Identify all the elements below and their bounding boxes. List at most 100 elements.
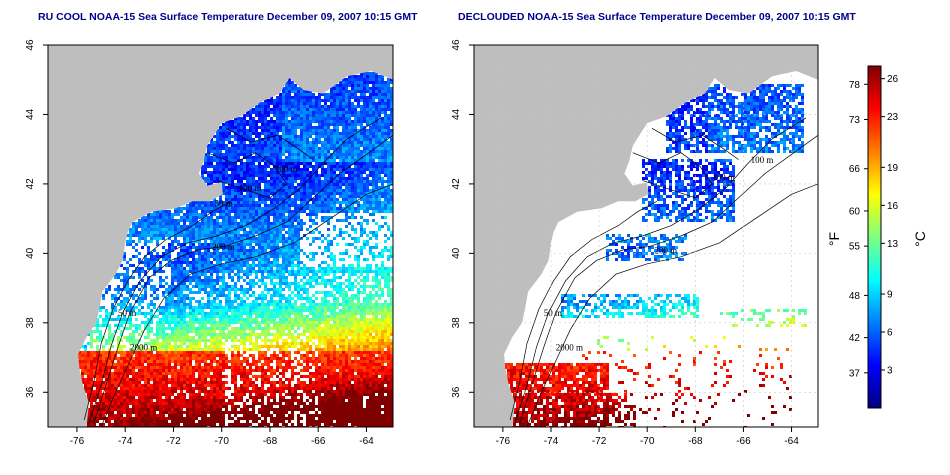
sst-pixel — [162, 252, 165, 255]
sst-pixel — [156, 255, 159, 258]
sst-pixel — [258, 159, 261, 162]
sst-pixel — [291, 114, 294, 117]
sst-pixel — [327, 144, 330, 147]
sst-pixel — [159, 255, 162, 258]
sst-pixel — [240, 180, 243, 183]
sst-pixel — [339, 162, 342, 165]
sst-pixel — [324, 102, 327, 105]
sst-pixel — [327, 198, 330, 201]
sst-pixel — [183, 318, 186, 321]
sst-pixel — [312, 198, 315, 201]
sst-pixel — [198, 267, 201, 270]
sst-pixel — [228, 153, 231, 156]
sst-pixel — [249, 144, 252, 147]
sst-pixel — [381, 120, 384, 123]
sst-pixel — [267, 144, 270, 147]
sst-pixel — [279, 192, 282, 195]
sst-pixel — [186, 204, 189, 207]
sst-pixel — [348, 129, 351, 132]
sst-pixel — [327, 192, 330, 195]
sst-pixel — [234, 129, 237, 132]
sst-pixel — [366, 81, 369, 84]
sst-pixel — [360, 114, 363, 117]
sst-pixel — [366, 141, 369, 144]
sst-pixel — [297, 234, 300, 237]
sst-pixel — [264, 309, 267, 312]
sst-pixel — [243, 144, 246, 147]
sst-pixel — [360, 234, 363, 237]
sst-pixel — [189, 300, 192, 303]
sst-pixel — [264, 102, 267, 105]
sst-pixel — [183, 285, 186, 288]
sst-pixel — [306, 279, 309, 282]
sst-pixel — [240, 189, 243, 192]
sst-pixel — [372, 90, 375, 93]
sst-pixel — [363, 171, 366, 174]
sst-pixel — [348, 255, 351, 258]
sst-pixel — [255, 216, 258, 219]
sst-pixel — [264, 123, 267, 126]
sst-pixel — [330, 282, 333, 285]
sst-pixel — [204, 303, 207, 306]
sst-pixel — [222, 294, 225, 297]
sst-pixel — [357, 141, 360, 144]
sst-pixel — [258, 213, 261, 216]
sst-pixel — [207, 285, 210, 288]
sst-pixel — [147, 321, 150, 324]
sst-pixel — [279, 108, 282, 111]
sst-pixel — [225, 132, 228, 135]
sst-pixel — [213, 180, 216, 183]
sst-pixel — [231, 123, 234, 126]
sst-pixel — [189, 312, 192, 315]
sst-pixel — [279, 300, 282, 303]
sst-pixel — [258, 312, 261, 315]
sst-pixel — [375, 324, 378, 327]
sst-pixel — [348, 309, 351, 312]
sst-pixel — [333, 186, 336, 189]
sst-pixel — [171, 276, 174, 279]
sst-pixel — [387, 321, 390, 324]
sst-pixel — [342, 138, 345, 141]
sst-pixel — [243, 219, 246, 222]
sst-pixel — [390, 252, 393, 255]
sst-pixel — [174, 327, 177, 330]
sst-pixel — [276, 246, 279, 249]
sst-pixel — [354, 228, 357, 231]
sst-pixel — [375, 72, 378, 75]
sst-pixel — [330, 294, 333, 297]
sst-pixel — [381, 210, 384, 213]
sst-pixel — [138, 258, 141, 261]
sst-pixel — [210, 225, 213, 228]
sst-pixel — [231, 135, 234, 138]
sst-pixel — [246, 303, 249, 306]
sst-pixel — [375, 264, 378, 267]
sst-pixel — [261, 231, 264, 234]
sst-pixel — [285, 267, 288, 270]
sst-pixel — [195, 201, 198, 204]
sst-pixel — [216, 144, 219, 147]
sst-pixel — [240, 306, 243, 309]
sst-pixel — [129, 240, 132, 243]
sst-pixel — [207, 201, 210, 204]
sst-pixel — [264, 105, 267, 108]
sst-pixel — [330, 201, 333, 204]
sst-pixel — [108, 288, 111, 291]
sst-pixel — [249, 138, 252, 141]
panel-2-title: DECLOUDED NOAA-15 Sea Surface Temperatur… — [458, 11, 856, 23]
sst-pixel — [147, 234, 150, 237]
sst-pixel — [300, 102, 303, 105]
sst-pixel — [294, 132, 297, 135]
sst-pixel — [258, 108, 261, 111]
sst-pixel — [165, 282, 168, 285]
sst-pixel — [162, 231, 165, 234]
sst-pixel — [264, 168, 267, 171]
sst-pixel — [267, 228, 270, 231]
sst-pixel — [345, 105, 348, 108]
sst-pixel — [222, 324, 225, 327]
sst-pixel — [219, 300, 222, 303]
sst-pixel — [327, 174, 330, 177]
sst-pixel — [273, 159, 276, 162]
sst-pixel — [189, 216, 192, 219]
sst-pixel — [324, 105, 327, 108]
sst-pixel — [252, 168, 255, 171]
